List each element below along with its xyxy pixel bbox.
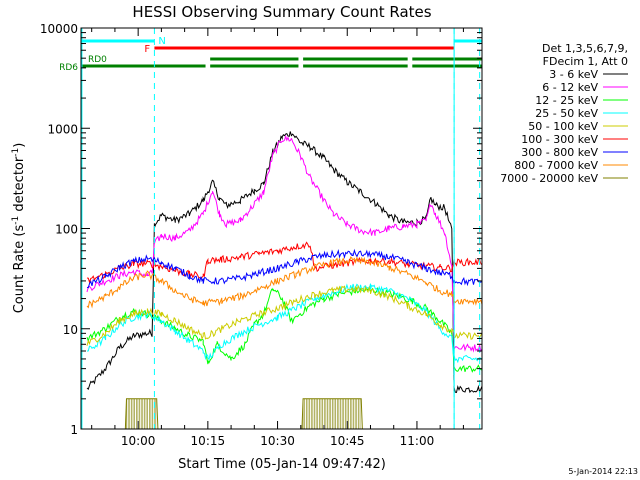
x-tick-label: 10:30 [260, 434, 295, 448]
legend: Det 1,3,5,6,7,9, FDecim 1, Att 0 3 - 6 k… [500, 42, 628, 185]
y-tick-label: 1 [70, 423, 78, 437]
rd0-label: RD0 [88, 55, 107, 65]
rd6-label: RD6 [59, 63, 78, 73]
legend-entry-label: 50 - 100 keV [528, 120, 598, 133]
legend-entry-label: 100 - 300 keV [521, 133, 598, 146]
night-label: N [158, 36, 165, 47]
x-tick-label: 10:15 [191, 434, 226, 448]
series-layer [86, 131, 482, 429]
legend-entry-label: 800 - 7000 keV [514, 159, 598, 172]
y-axis-label: Count Rate (s-1 detector-1) [11, 143, 27, 314]
x-axis-label: Start Time (05-Jan-14 09:47:42) [178, 457, 386, 472]
legend-title-line-2: FDecim 1, Att 0 [543, 55, 628, 68]
series-line [86, 284, 482, 346]
legend-entry-label: 7000 - 20000 keV [500, 172, 598, 185]
series-line [86, 283, 482, 364]
y-tick-label: 10000 [40, 22, 78, 36]
x-tick-label: 10:45 [330, 434, 365, 448]
y-tick-label: 100 [55, 223, 78, 237]
axes: 10:00 10:15 10:30 10:45 11:00 1 10 100 1000 10000 [40, 22, 482, 448]
series-line [86, 256, 482, 309]
x-tick-label: 10:00 [121, 434, 156, 448]
timestamp: 5-Jan-2014 22:13 [568, 467, 638, 476]
legend-entry-label: 25 - 50 keV [535, 107, 598, 120]
plot-frame [80, 27, 483, 430]
series-line [86, 286, 482, 373]
instrument-states: NF RD0 RD6 [59, 28, 482, 429]
legend-entry-label: 12 - 25 keV [535, 94, 598, 107]
legend-entry-label: 300 - 800 keV [521, 146, 598, 159]
series-line [86, 248, 482, 289]
flare-label: F [144, 44, 150, 55]
x-tick-label: 11:00 [400, 434, 435, 448]
legend-entry-label: 3 - 6 keV [549, 68, 598, 81]
y-tick-label: 1000 [47, 122, 78, 136]
legend-title-line-1: Det 1,3,5,6,7,9, [542, 42, 628, 55]
y-tick-label: 10 [63, 323, 78, 337]
legend-entry-label: 6 - 12 keV [542, 81, 598, 94]
chart-title: HESSI Observing Summary Count Rates [132, 3, 431, 21]
